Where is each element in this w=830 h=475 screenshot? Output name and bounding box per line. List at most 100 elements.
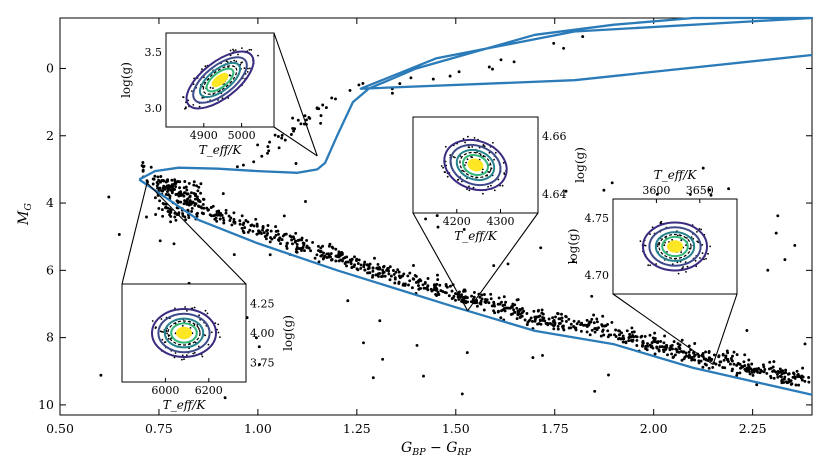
connector-line: [412, 212, 469, 311]
star-point: [117, 233, 121, 236]
inset-point: [462, 137, 465, 140]
star-point: [334, 254, 338, 258]
star-point: [211, 204, 215, 208]
density-contour: [462, 153, 489, 177]
star-point: [547, 317, 551, 321]
star-point: [643, 334, 647, 338]
inset-y-label: log(g): [119, 62, 133, 98]
stars-scatter: [99, 35, 811, 400]
inset-point: [197, 345, 200, 348]
star-point: [193, 197, 197, 201]
star-point: [361, 81, 365, 85]
star-point: [436, 278, 440, 282]
inset-x-tick-label: 6200: [195, 384, 223, 397]
star-point: [560, 316, 564, 320]
star-point: [215, 219, 219, 223]
star-point: [579, 329, 583, 333]
star-point: [170, 184, 174, 188]
star-point: [273, 133, 277, 137]
star-point: [701, 365, 705, 369]
star-point: [277, 232, 280, 236]
star-point: [266, 228, 269, 232]
star-point: [641, 344, 644, 348]
inset-y-tick-label: 4.64: [542, 188, 567, 201]
star-point: [201, 202, 205, 206]
inset-point: [501, 184, 504, 187]
star-point: [345, 264, 348, 268]
star-point: [435, 214, 439, 218]
star-point: [657, 348, 661, 352]
star-point: [175, 199, 179, 203]
star-point: [267, 149, 271, 153]
star-point: [730, 359, 734, 363]
star-point: [407, 283, 410, 287]
star-point: [556, 311, 559, 315]
inset-x-tick-label: 4200: [443, 215, 471, 228]
star-point: [277, 146, 281, 150]
star-point: [276, 238, 280, 242]
star-point: [233, 221, 237, 225]
star-point: [393, 281, 397, 285]
inset-point: [494, 151, 497, 154]
star-point: [768, 360, 772, 364]
star-point: [595, 317, 599, 321]
star-point: [529, 316, 533, 320]
star-point: [621, 340, 625, 344]
star-point: [243, 226, 247, 230]
star-point: [376, 273, 380, 277]
star-point: [697, 359, 701, 363]
star-point: [538, 319, 542, 323]
star-point: [334, 97, 337, 101]
star-point: [266, 231, 270, 235]
inset-y-tick-label: 3.75: [250, 356, 275, 369]
star-point: [329, 252, 333, 256]
inset-point: [492, 141, 494, 144]
inset-point: [174, 352, 177, 354]
inset-point: [488, 151, 491, 154]
star-point: [419, 286, 423, 290]
star-point: [192, 180, 196, 184]
star-point: [292, 129, 296, 133]
star-point: [190, 191, 193, 195]
inset-point: [440, 165, 443, 167]
isochrone-line: [138, 16, 814, 396]
star-point: [785, 381, 789, 385]
inset-x-tick-label: 3650: [686, 184, 714, 197]
star-point: [465, 296, 469, 300]
inset-point: [493, 158, 495, 161]
star-point: [769, 376, 773, 380]
star-point: [304, 200, 307, 203]
star-point: [282, 214, 286, 218]
star-point: [475, 301, 479, 305]
connector-line: [146, 182, 247, 285]
star-point: [371, 269, 375, 273]
inset-y-tick-label: 4.66: [542, 130, 567, 143]
star-point: [693, 342, 697, 345]
inset-x-label: T_eff/K: [163, 398, 207, 412]
star-point: [359, 263, 363, 267]
star-point: [659, 339, 663, 343]
star-point: [697, 355, 701, 359]
star-point: [290, 238, 294, 242]
star-point: [293, 240, 297, 244]
star-point: [436, 290, 440, 294]
inset-point: [698, 228, 701, 230]
inset-point: [651, 226, 654, 229]
star-point: [199, 191, 203, 195]
dashed-contour: [658, 233, 692, 260]
star-point: [196, 189, 200, 193]
inset-point: [649, 233, 651, 236]
star-point: [321, 257, 325, 261]
inset-point: [444, 145, 447, 148]
star-point: [232, 217, 236, 221]
star-point: [227, 214, 231, 218]
star-point: [601, 329, 604, 333]
star-point: [381, 268, 385, 272]
star-point: [479, 302, 483, 306]
inset-point: [471, 146, 474, 148]
star-point: [214, 216, 218, 220]
star-point: [162, 179, 166, 183]
star-point: [646, 342, 649, 346]
y-tick-label: 2: [46, 128, 54, 143]
